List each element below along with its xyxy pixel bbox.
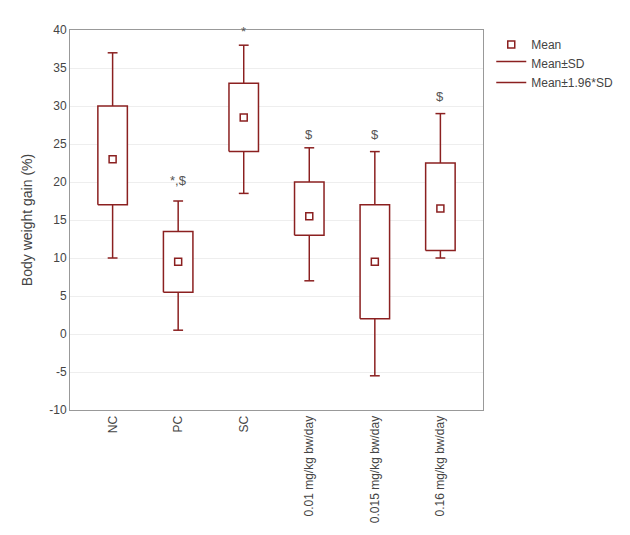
svg-text:PC: PC (171, 415, 185, 432)
svg-text:Mean: Mean (531, 38, 561, 52)
svg-text:0.01 mg/kg bw/day: 0.01 mg/kg bw/day (302, 416, 316, 517)
svg-text:$: $ (305, 127, 313, 142)
svg-text:0.015 mg/kg bw/day: 0.015 mg/kg bw/day (368, 416, 382, 523)
svg-text:0.16 mg/kg bw/day: 0.16 mg/kg bw/day (433, 416, 447, 517)
svg-text:-10: -10 (49, 403, 67, 417)
svg-text:20: 20 (53, 175, 67, 189)
svg-text:-5: -5 (56, 365, 67, 379)
svg-text:40: 40 (53, 23, 67, 37)
svg-text:25: 25 (53, 137, 67, 151)
svg-text:*,$: *,$ (170, 173, 187, 188)
svg-text:30: 30 (53, 99, 67, 113)
svg-text:$: $ (371, 127, 379, 142)
svg-text:15: 15 (53, 213, 67, 227)
svg-text:5: 5 (60, 289, 67, 303)
svg-text:Mean±1.96*SD: Mean±1.96*SD (531, 76, 613, 90)
svg-text:35: 35 (53, 61, 67, 75)
svg-text:10: 10 (53, 251, 67, 265)
svg-text:$: $ (436, 89, 444, 104)
svg-text:SC: SC (237, 415, 251, 432)
svg-text:0: 0 (60, 327, 67, 341)
svg-text:Body weight gain (%): Body weight gain (%) (19, 154, 35, 286)
svg-text:Mean±SD: Mean±SD (531, 57, 585, 71)
svg-text:NC: NC (106, 415, 120, 433)
svg-text:*: * (241, 24, 246, 39)
